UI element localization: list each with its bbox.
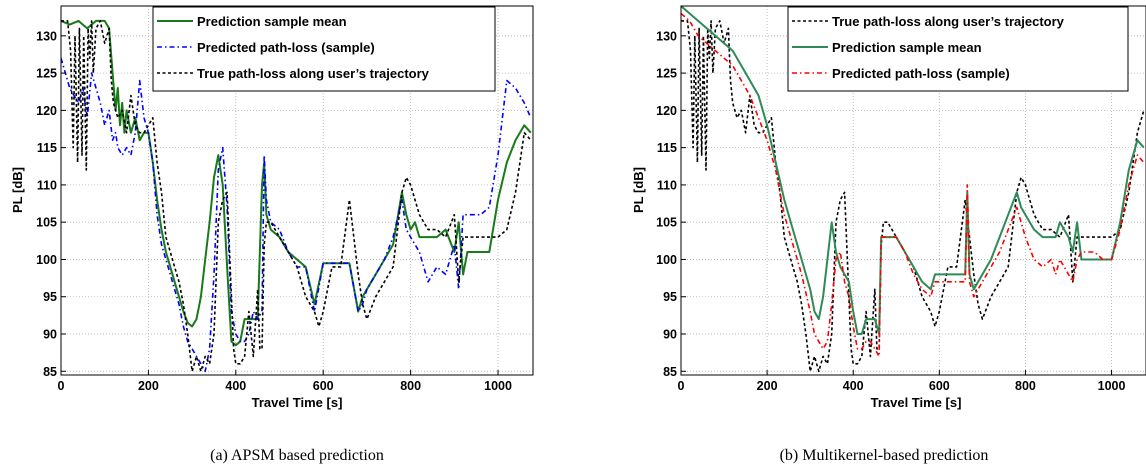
tick-marks [60,35,499,375]
y-tick-label: 110 [37,178,57,192]
x-tick-label: 0 [58,379,65,393]
chart-a: 0 200 400 600 800 1000 85 90 95 100 105 110 115 120 12… [10,5,534,464]
y-tick-label: 115 [37,141,57,155]
series-line [61,20,532,373]
y-tick-label: 110 [657,178,677,192]
series-group [681,6,1145,373]
legend-label: True path-loss along user’s trajectory [832,14,1065,29]
x-tick-label: 1000 [484,379,512,393]
legend-label: Prediction sample mean [832,40,982,55]
x-tick-label: 200 [138,379,159,393]
x-tick-label: 400 [843,379,864,393]
y-tick-label: 130 [656,29,677,43]
legend-box [152,6,496,92]
series-line [681,6,1145,335]
y-tick-label: 115 [657,141,677,155]
series-line [61,57,532,373]
tick-labels: 0 200 400 600 800 1000 85 90 95 100 105 110 115 120 12… [36,29,512,393]
x-tick-label: 200 [757,379,778,393]
legend-label: Predicted path-loss (sample) [832,66,1010,81]
y-tick-label: 125 [656,67,677,81]
plot-frame [680,5,1146,376]
plot-frame [60,5,534,376]
y-tick-label: 130 [36,29,57,43]
x-tick-label: 0 [678,379,685,393]
legend-box [787,6,1129,92]
x-axis-label: Travel Time [s] [871,395,962,410]
series-group [61,19,532,373]
x-tick-label: 800 [400,379,421,393]
y-tick-label: 95 [43,290,57,304]
y-tick-label: 120 [656,104,677,118]
caption-a: (a) APSM based prediction [210,447,384,464]
x-tick-label: 400 [225,379,246,393]
y-tick-label: 105 [36,216,57,230]
y-tick-label: 85 [43,365,57,379]
x-axis-label: Travel Time [s] [252,395,343,410]
y-tick-label: 90 [663,328,677,342]
tick-labels: 0 200 400 600 800 1000 85 90 95 100 105 110 115 120 12… [656,29,1125,393]
x-tick-label: 600 [313,379,334,393]
series-line [681,20,1145,373]
y-tick-label: 90 [43,328,57,342]
tick-marks [680,35,1113,375]
legend-label: True path-loss along user’s trajectory [197,66,430,81]
legend-label: Predicted path-loss (sample) [197,40,375,55]
series-line [61,19,532,347]
y-axis-label: PL [dB] [10,167,25,213]
x-tick-label: 1000 [1098,379,1126,393]
legend: True path-loss along user’s trajectory Pr… [787,6,1129,92]
y-tick-label: 100 [656,253,677,267]
x-tick-label: 800 [1015,379,1036,393]
series-line [681,12,1145,358]
y-tick-label: 125 [36,67,57,81]
legend-label: Prediction sample mean [197,14,347,29]
y-axis-label: PL [dB] [631,167,646,213]
y-tick-label: 120 [36,104,57,118]
x-tick-label: 600 [929,379,950,393]
chart-b: 0 200 400 600 800 1000 85 90 95 100 105 110 115 120 12… [631,5,1146,464]
y-tick-label: 95 [663,290,677,304]
y-tick-label: 100 [36,253,57,267]
y-tick-label: 105 [656,216,677,230]
caption-b: (b) Multikernel-based prediction [780,447,989,464]
y-tick-label: 85 [663,365,677,379]
legend: Prediction sample mean Predicted path-los… [152,6,496,92]
